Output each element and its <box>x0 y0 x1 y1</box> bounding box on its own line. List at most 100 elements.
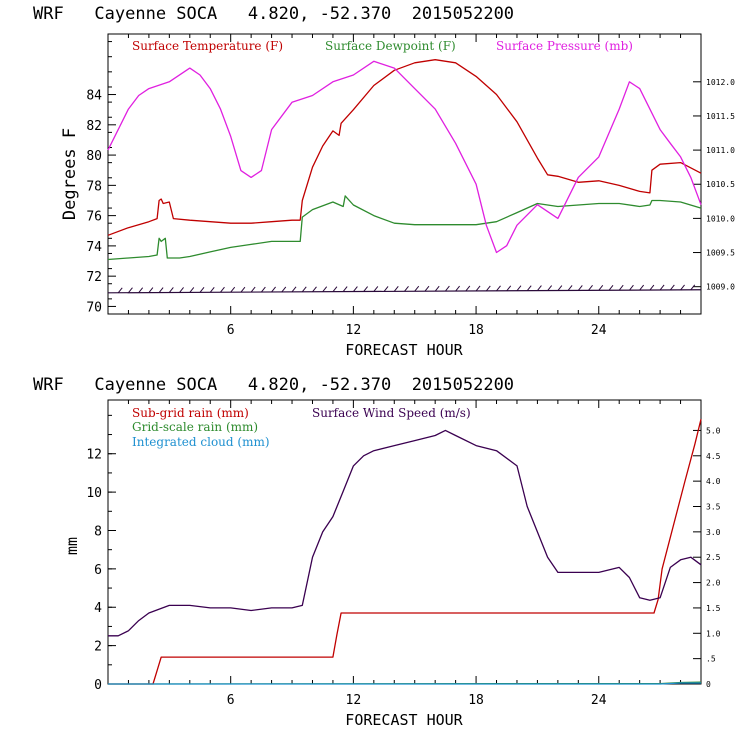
wind-barb <box>352 286 358 292</box>
x-tick-label: 6 <box>227 323 235 338</box>
wind-barb <box>260 286 266 293</box>
wind-barb <box>475 285 481 292</box>
series-line-surface-temperature-f <box>107 59 702 236</box>
y-tick-label: 76 <box>86 210 102 225</box>
y2-tick-label: 4.5 <box>706 452 721 461</box>
y2-tick-label: 2.5 <box>706 553 721 562</box>
wind-barb <box>496 285 501 292</box>
y2-tick-label: 4.0 <box>706 477 721 486</box>
wind-barb <box>465 285 471 292</box>
y-tick-label: 8 <box>94 524 102 539</box>
wind-barb <box>455 285 461 292</box>
top-panel: WRF Cayenne SOCA 4.820, -52.370 20150522… <box>33 4 735 359</box>
wind-barb <box>117 287 123 294</box>
legend-sub-grid-rain: Sub-grid rain (mm) <box>132 406 249 420</box>
y2-tick-label: 1011.0 <box>706 146 735 155</box>
legend-integrated-cloud: Integrated cloud (mm) <box>132 435 270 449</box>
x-tick-label: 18 <box>468 693 484 708</box>
wind-barb <box>301 286 307 293</box>
wind-barb <box>168 287 174 293</box>
y-tick-label: 70 <box>86 300 102 315</box>
wind-barb <box>199 287 205 293</box>
y-tick-label: 2 <box>94 640 102 655</box>
wind-barb <box>189 287 195 293</box>
legend-surface-pressure: Surface Pressure (mb) <box>496 39 633 53</box>
top-chart-title: WRF Cayenne SOCA 4.820, -52.370 20150522… <box>33 4 514 24</box>
y2-tick-label: 1010.5 <box>706 180 735 189</box>
series-line-sub-grid-rain-mm <box>108 419 702 685</box>
wind-barb <box>393 286 399 292</box>
y2-tick-label: 1012.0 <box>706 78 735 87</box>
wind-barb <box>281 286 287 293</box>
legend-surface-dewpoint: Surface Dewpoint (F) <box>325 39 456 53</box>
wind-barb <box>424 285 430 292</box>
y2-tick-label: 1.0 <box>706 629 721 638</box>
wind-barb <box>158 287 164 293</box>
wind-barb <box>434 285 440 292</box>
wind-barb <box>537 285 542 291</box>
wind-barb <box>240 286 246 293</box>
wind-barb <box>588 285 593 291</box>
y-tick-label: 0 <box>94 678 102 693</box>
y-tick-label: 84 <box>86 89 102 104</box>
x-tick-label: 18 <box>468 323 484 338</box>
wind-barb <box>363 286 368 292</box>
y2-tick-label: 1011.5 <box>706 112 735 121</box>
y2-tick-label: 2.0 <box>706 579 721 588</box>
x-tick-label: 12 <box>346 693 362 708</box>
wind-barb <box>271 286 276 293</box>
y2-tick-label: 1010.0 <box>706 214 735 223</box>
wind-barb <box>445 285 450 292</box>
wind-barb <box>598 284 604 291</box>
bottom-y-axis-label: mm <box>63 537 81 555</box>
top-y-axis-label: Degrees F <box>60 128 80 220</box>
wind-barb <box>577 285 583 291</box>
bottom-series-group <box>107 419 702 685</box>
y-tick-label: 10 <box>86 486 102 501</box>
y-tick-label: 80 <box>86 149 102 164</box>
y-tick-label: 6 <box>94 563 102 578</box>
wind-barb <box>547 285 553 291</box>
wind-barb <box>669 284 675 291</box>
wind-barb <box>659 284 665 291</box>
y2-tick-label: 1.5 <box>706 604 721 613</box>
wind-barb <box>128 287 133 294</box>
wind-barb <box>383 286 389 292</box>
wind-barb <box>373 286 379 292</box>
wind-barb <box>618 284 624 291</box>
top-x-axis: 6 12 18 24 <box>127 34 682 338</box>
wind-barb <box>342 286 348 292</box>
wind-barb <box>148 287 154 293</box>
wind-barb <box>567 285 573 291</box>
y2-tick-label: 1009.5 <box>706 249 735 258</box>
legend-grid-scale-rain: Grid-scale rain (mm) <box>132 420 258 434</box>
wind-barb <box>138 287 144 293</box>
top-plot-frame <box>107 33 702 315</box>
series-line-surface-dewpoint-f <box>107 195 702 261</box>
series-line-surface-wind-speed-m-s <box>108 429 702 637</box>
x-tick-label: 6 <box>227 693 235 708</box>
wind-barb <box>690 284 696 291</box>
series-line-surface-pressure-mb <box>107 60 702 254</box>
wind-barb <box>322 286 328 293</box>
wind-barb <box>639 284 645 291</box>
y-tick-label: 82 <box>86 119 102 134</box>
wind-barb <box>649 284 655 291</box>
wind-barb <box>557 285 563 291</box>
wind-barb <box>516 285 522 292</box>
bottom-chart-title: WRF Cayenne SOCA 4.820, -52.370 20150522… <box>33 375 514 395</box>
wind-barb <box>608 284 614 291</box>
wind-barb <box>414 285 420 292</box>
y2-tick-label: .5 <box>706 655 716 664</box>
series-line-integrated-cloud-mm <box>108 682 701 685</box>
wind-barb <box>220 286 225 293</box>
bottom-y-axis: 0 2 4 6 8 10 12 <box>86 414 116 693</box>
wind-barb <box>404 285 409 292</box>
wind-barb <box>291 286 297 293</box>
wind-barb <box>629 284 634 291</box>
top-series-group <box>107 59 702 261</box>
y-tick-label: 12 <box>86 448 102 463</box>
wind-barb <box>526 285 532 291</box>
wind-barb <box>332 286 338 292</box>
bottom-y2-axis: 0 .5 1.0 1.5 2.0 2.5 3.0 3.5 4.0 4.5 5.0 <box>693 426 721 689</box>
